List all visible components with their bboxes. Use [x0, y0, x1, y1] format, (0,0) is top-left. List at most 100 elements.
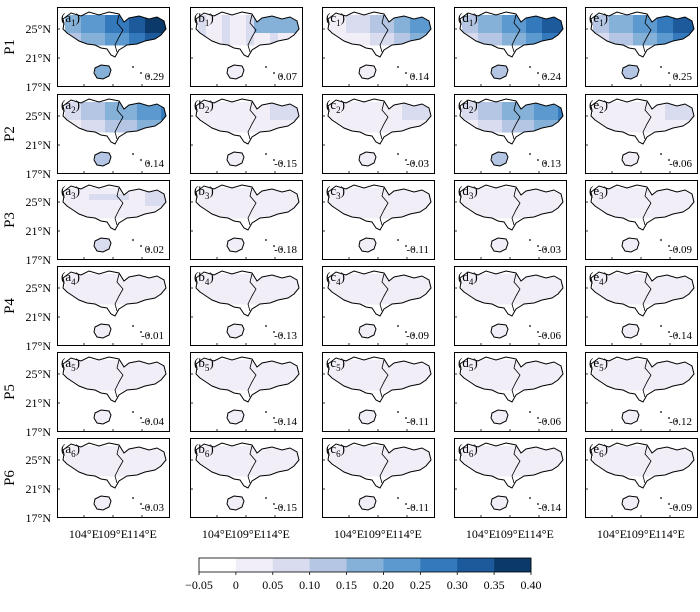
- island-dot: [405, 245, 407, 247]
- island-outline: [93, 409, 112, 425]
- province-border: [114, 445, 124, 484]
- colorbar-tick-label: 0.20: [373, 578, 394, 592]
- panel-frame: [454, 438, 567, 518]
- panel-label: (a2): [61, 97, 80, 115]
- province-border: [247, 445, 257, 484]
- island-dot: [397, 497, 399, 499]
- correlation-value: -0.06: [669, 158, 692, 170]
- island-dot: [544, 506, 546, 508]
- correlation-value: -0.14: [274, 416, 297, 428]
- island-dot: [265, 411, 267, 413]
- colorbar-tick-label: 0.05: [262, 578, 283, 592]
- panel-frame: [322, 94, 435, 174]
- island-outline: [490, 64, 509, 80]
- panel-label: (c1): [326, 10, 345, 28]
- panel-label: (a3): [61, 183, 80, 201]
- lat-tick-label: 17°N: [26, 167, 52, 181]
- province-border: [379, 187, 389, 226]
- region-outline: [327, 356, 432, 403]
- island-dot: [265, 153, 267, 155]
- correlation-value: 0.07: [278, 71, 298, 83]
- island-dot: [147, 334, 149, 336]
- island-dot: [147, 75, 149, 77]
- lon-tick-label: 114°E: [655, 527, 685, 541]
- island-dot: [280, 334, 282, 336]
- island-outline: [490, 237, 509, 253]
- island-dot: [412, 162, 414, 164]
- island-dot: [280, 420, 282, 422]
- panel-frame: [585, 94, 698, 174]
- map-panel-a3: (a3) 0.02: [57, 180, 170, 260]
- island-dot: [265, 239, 267, 241]
- colorbar-tick-label: 0.25: [410, 578, 431, 592]
- panel-label: (d1): [458, 10, 478, 28]
- island-dot: [668, 245, 670, 247]
- region-outline: [459, 98, 564, 145]
- shaded-field: [198, 360, 299, 424]
- lon-tick-label: 109°E: [495, 527, 525, 541]
- panel-frame: [57, 7, 170, 87]
- island-dot: [668, 72, 670, 74]
- lon-tick-label: 109°E: [626, 527, 656, 541]
- province-border: [642, 187, 652, 226]
- island-dot: [529, 497, 531, 499]
- island-dot: [660, 497, 662, 499]
- panel-label: (e4): [589, 269, 608, 287]
- island-dot: [140, 159, 142, 161]
- island-dot: [147, 162, 149, 164]
- panel-frame: [190, 180, 303, 260]
- panel-label: (a6): [61, 441, 80, 459]
- lat-tick-label: 25°N: [26, 281, 52, 295]
- lat-tick-label: 17°N: [26, 511, 52, 525]
- island-dot: [397, 153, 399, 155]
- province-border: [511, 101, 521, 140]
- correlation-value: 0.25: [673, 71, 693, 83]
- island-dot: [273, 417, 275, 419]
- island-dot: [529, 411, 531, 413]
- colorbar-tick-label: 0.35: [484, 578, 505, 592]
- map-panel-b1: (b1) 0.07: [190, 7, 303, 87]
- island-dot: [537, 331, 539, 333]
- panel-frame: [454, 180, 567, 260]
- island-outline: [490, 323, 509, 339]
- map-panel-c2: (c2) -0.03: [322, 94, 435, 174]
- panel-label: (e5): [589, 355, 608, 373]
- panel-frame: [57, 266, 170, 346]
- island-dot: [273, 72, 275, 74]
- period-label-p6: P6: [2, 470, 18, 486]
- correlation-value: -0.09: [669, 244, 692, 256]
- map-panel-b3: (b3) -0.18: [190, 180, 303, 260]
- region-outline: [590, 98, 695, 145]
- colorbar-tick-label: 0: [233, 578, 239, 592]
- lat-tick-label: 17°N: [26, 339, 52, 353]
- island-dot: [537, 72, 539, 74]
- island-outline: [621, 495, 640, 511]
- colorbar-tick-label: −0.05: [185, 578, 213, 592]
- lon-tick-label: 109°E: [363, 527, 393, 541]
- panel-label: (c4): [326, 269, 345, 287]
- panel-label: (b1): [194, 10, 214, 28]
- province-border: [247, 101, 257, 140]
- island-dot: [675, 334, 677, 336]
- panel-label: (c3): [326, 183, 345, 201]
- colorbar-swatch: [420, 558, 458, 572]
- region-outline: [459, 11, 564, 58]
- island-dot: [147, 506, 149, 508]
- island-outline: [226, 64, 245, 80]
- island-dot: [140, 72, 142, 74]
- colorbar-tick-label: 0.15: [336, 578, 357, 592]
- island-dot: [660, 153, 662, 155]
- island-dot: [280, 162, 282, 164]
- island-outline: [226, 237, 245, 253]
- island-dot: [537, 503, 539, 505]
- period-label-p4: P4: [2, 298, 18, 314]
- island-outline: [490, 409, 509, 425]
- correlation-value: 0.02: [145, 244, 164, 256]
- island-dot: [529, 239, 531, 241]
- island-dot: [668, 417, 670, 419]
- lat-tick-label: 21°N: [26, 482, 52, 496]
- panel-label: (c2): [326, 97, 345, 115]
- lon-tick-label: 114°E: [392, 527, 422, 541]
- panel-label: (a5): [61, 355, 80, 373]
- panel-frame: [454, 352, 567, 432]
